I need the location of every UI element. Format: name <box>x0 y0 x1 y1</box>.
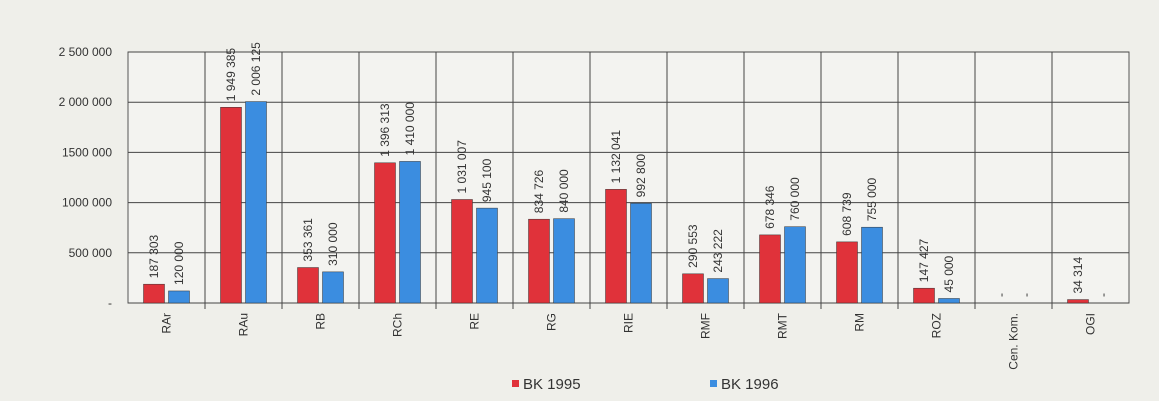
bar <box>528 218 550 304</box>
data-label: 834 726 <box>532 169 546 213</box>
legend-label: BK 1995 <box>523 376 581 393</box>
bar <box>861 226 883 304</box>
data-label: 120 000 <box>172 241 186 285</box>
bar <box>297 267 319 304</box>
data-label: 187 303 <box>147 234 161 278</box>
y-tick-label: - <box>108 296 112 310</box>
bar <box>1067 299 1089 304</box>
data-label: 755 000 <box>865 177 879 221</box>
data-label: - <box>994 293 1008 297</box>
data-label: - <box>1096 293 1110 297</box>
legend-label: BK 1996 <box>721 376 779 393</box>
bar <box>245 101 267 304</box>
bar <box>682 273 704 304</box>
data-label: 992 800 <box>634 154 648 198</box>
x-tick-label: RB <box>314 313 328 330</box>
data-label: 147 427 <box>917 238 931 282</box>
bar <box>322 271 344 304</box>
data-label: 34 314 <box>1071 257 1085 294</box>
bar <box>759 234 781 304</box>
bar <box>784 226 806 304</box>
data-label: 1 132 041 <box>609 130 623 184</box>
data-label: 353 361 <box>301 218 315 262</box>
data-label: 1 031 007 <box>455 140 469 194</box>
y-tick-label: 500 000 <box>69 246 113 260</box>
x-tick-label: RM <box>853 313 867 332</box>
y-tick-label: 1000 000 <box>62 196 112 210</box>
bar <box>168 290 190 304</box>
bar <box>476 207 498 304</box>
data-label: 243 222 <box>711 229 725 273</box>
x-tick-label: RAu <box>237 313 251 336</box>
bar <box>399 161 421 304</box>
data-label: 2 006 125 <box>249 42 263 96</box>
x-tick-label: RIE <box>622 313 636 333</box>
data-label: 1 410 000 <box>403 102 417 156</box>
bar <box>938 298 960 304</box>
x-tick-label: Cen. Kom. <box>1007 313 1021 370</box>
bar <box>220 107 242 304</box>
bar <box>913 287 935 304</box>
x-tick-label: RMT <box>776 312 790 339</box>
data-label: 760 000 <box>788 177 802 221</box>
data-label: 1 396 313 <box>378 103 392 157</box>
bar <box>143 283 165 304</box>
x-tick-label: RMF <box>699 313 713 339</box>
legend-swatch <box>710 380 717 387</box>
x-tick-label: ROZ <box>930 313 944 338</box>
x-tick-label: RE <box>468 313 482 330</box>
x-tick-label: RCh <box>391 313 405 337</box>
bar <box>374 162 396 304</box>
data-label: 678 346 <box>763 185 777 229</box>
data-label: 945 100 <box>480 158 494 202</box>
legend-swatch <box>512 380 519 387</box>
data-label: 840 000 <box>557 169 571 213</box>
data-label: 608 739 <box>840 192 854 236</box>
data-label: 290 553 <box>686 224 700 268</box>
data-label: 310 000 <box>326 222 340 266</box>
bar <box>553 218 575 304</box>
x-tick-label: OGI <box>1084 313 1098 335</box>
data-label: 45 000 <box>942 255 956 292</box>
plot-area <box>127 51 1130 304</box>
bar <box>630 203 652 304</box>
bar <box>451 199 473 304</box>
x-tick-label: RG <box>545 313 559 331</box>
data-label: - <box>1019 293 1033 297</box>
bar <box>836 241 858 304</box>
data-label: 1 949 385 <box>224 48 238 102</box>
bar <box>605 189 627 304</box>
x-tick-label: RAr <box>160 313 174 334</box>
y-tick-label: 1500 000 <box>62 145 112 159</box>
bar <box>707 278 729 304</box>
y-tick-label: 2 500 000 <box>59 45 113 59</box>
y-tick-label: 2 000 000 <box>59 95 113 109</box>
